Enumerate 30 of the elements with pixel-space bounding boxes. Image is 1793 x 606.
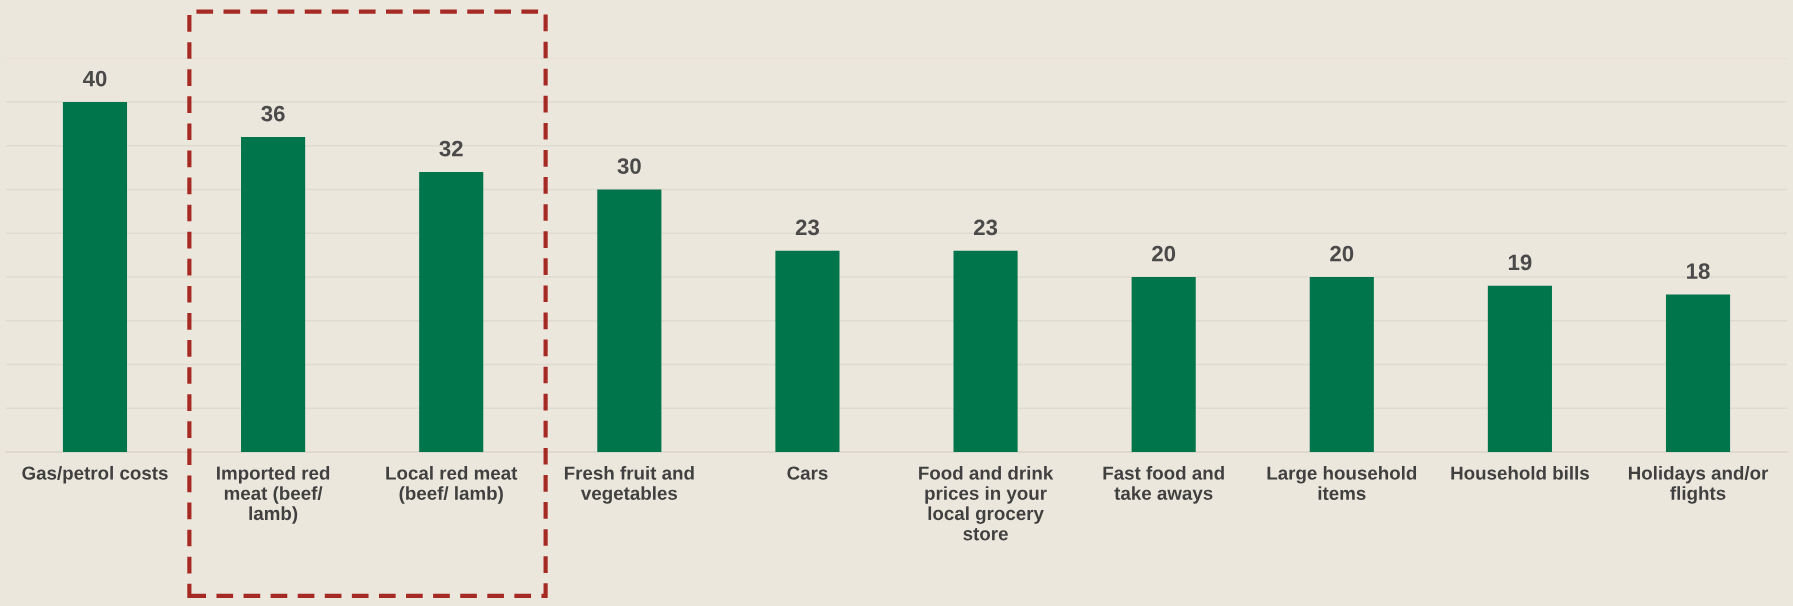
- data-label: 18: [1687, 263, 1710, 280]
- data-label: 23: [795, 219, 819, 236]
- bar: [62, 101, 128, 453]
- data-label: 40: [82, 70, 107, 87]
- x-tick-label: Local red meat (beef/ lamb): [386, 465, 518, 504]
- data-label: 36: [261, 105, 285, 122]
- data-label: 23: [973, 219, 998, 236]
- bar: [953, 250, 1018, 453]
- x-tick-label: Household bills: [1451, 465, 1589, 480]
- x-tick-label: Holidays and/or flights: [1628, 465, 1769, 504]
- data-label: 19: [1508, 254, 1532, 271]
- bar: [419, 171, 484, 453]
- x-tick-label: Gas/petrol costs: [22, 465, 168, 484]
- bar: [1309, 277, 1374, 453]
- data-label: 32: [439, 140, 463, 157]
- x-tick-label: Imported red meat (beef/ lamb): [217, 465, 330, 524]
- x-tick-label: Fresh fruit and vegetables: [564, 465, 694, 504]
- x-tick-label: Cars: [787, 466, 828, 480]
- bar: [597, 189, 662, 453]
- data-label: 20: [1330, 245, 1354, 262]
- x-tick-label: Large household items: [1267, 465, 1417, 501]
- bar: [1487, 285, 1552, 453]
- bar: [1665, 294, 1731, 453]
- x-tick-label: Food and drink prices in your local grocery store: [919, 465, 1054, 541]
- data-label: 20: [1152, 245, 1176, 262]
- bar: [241, 136, 306, 453]
- bar: [775, 250, 840, 453]
- data-label: 30: [617, 158, 641, 174]
- x-tick-label: Fast food and take aways: [1103, 465, 1224, 504]
- bar: [1131, 277, 1196, 453]
